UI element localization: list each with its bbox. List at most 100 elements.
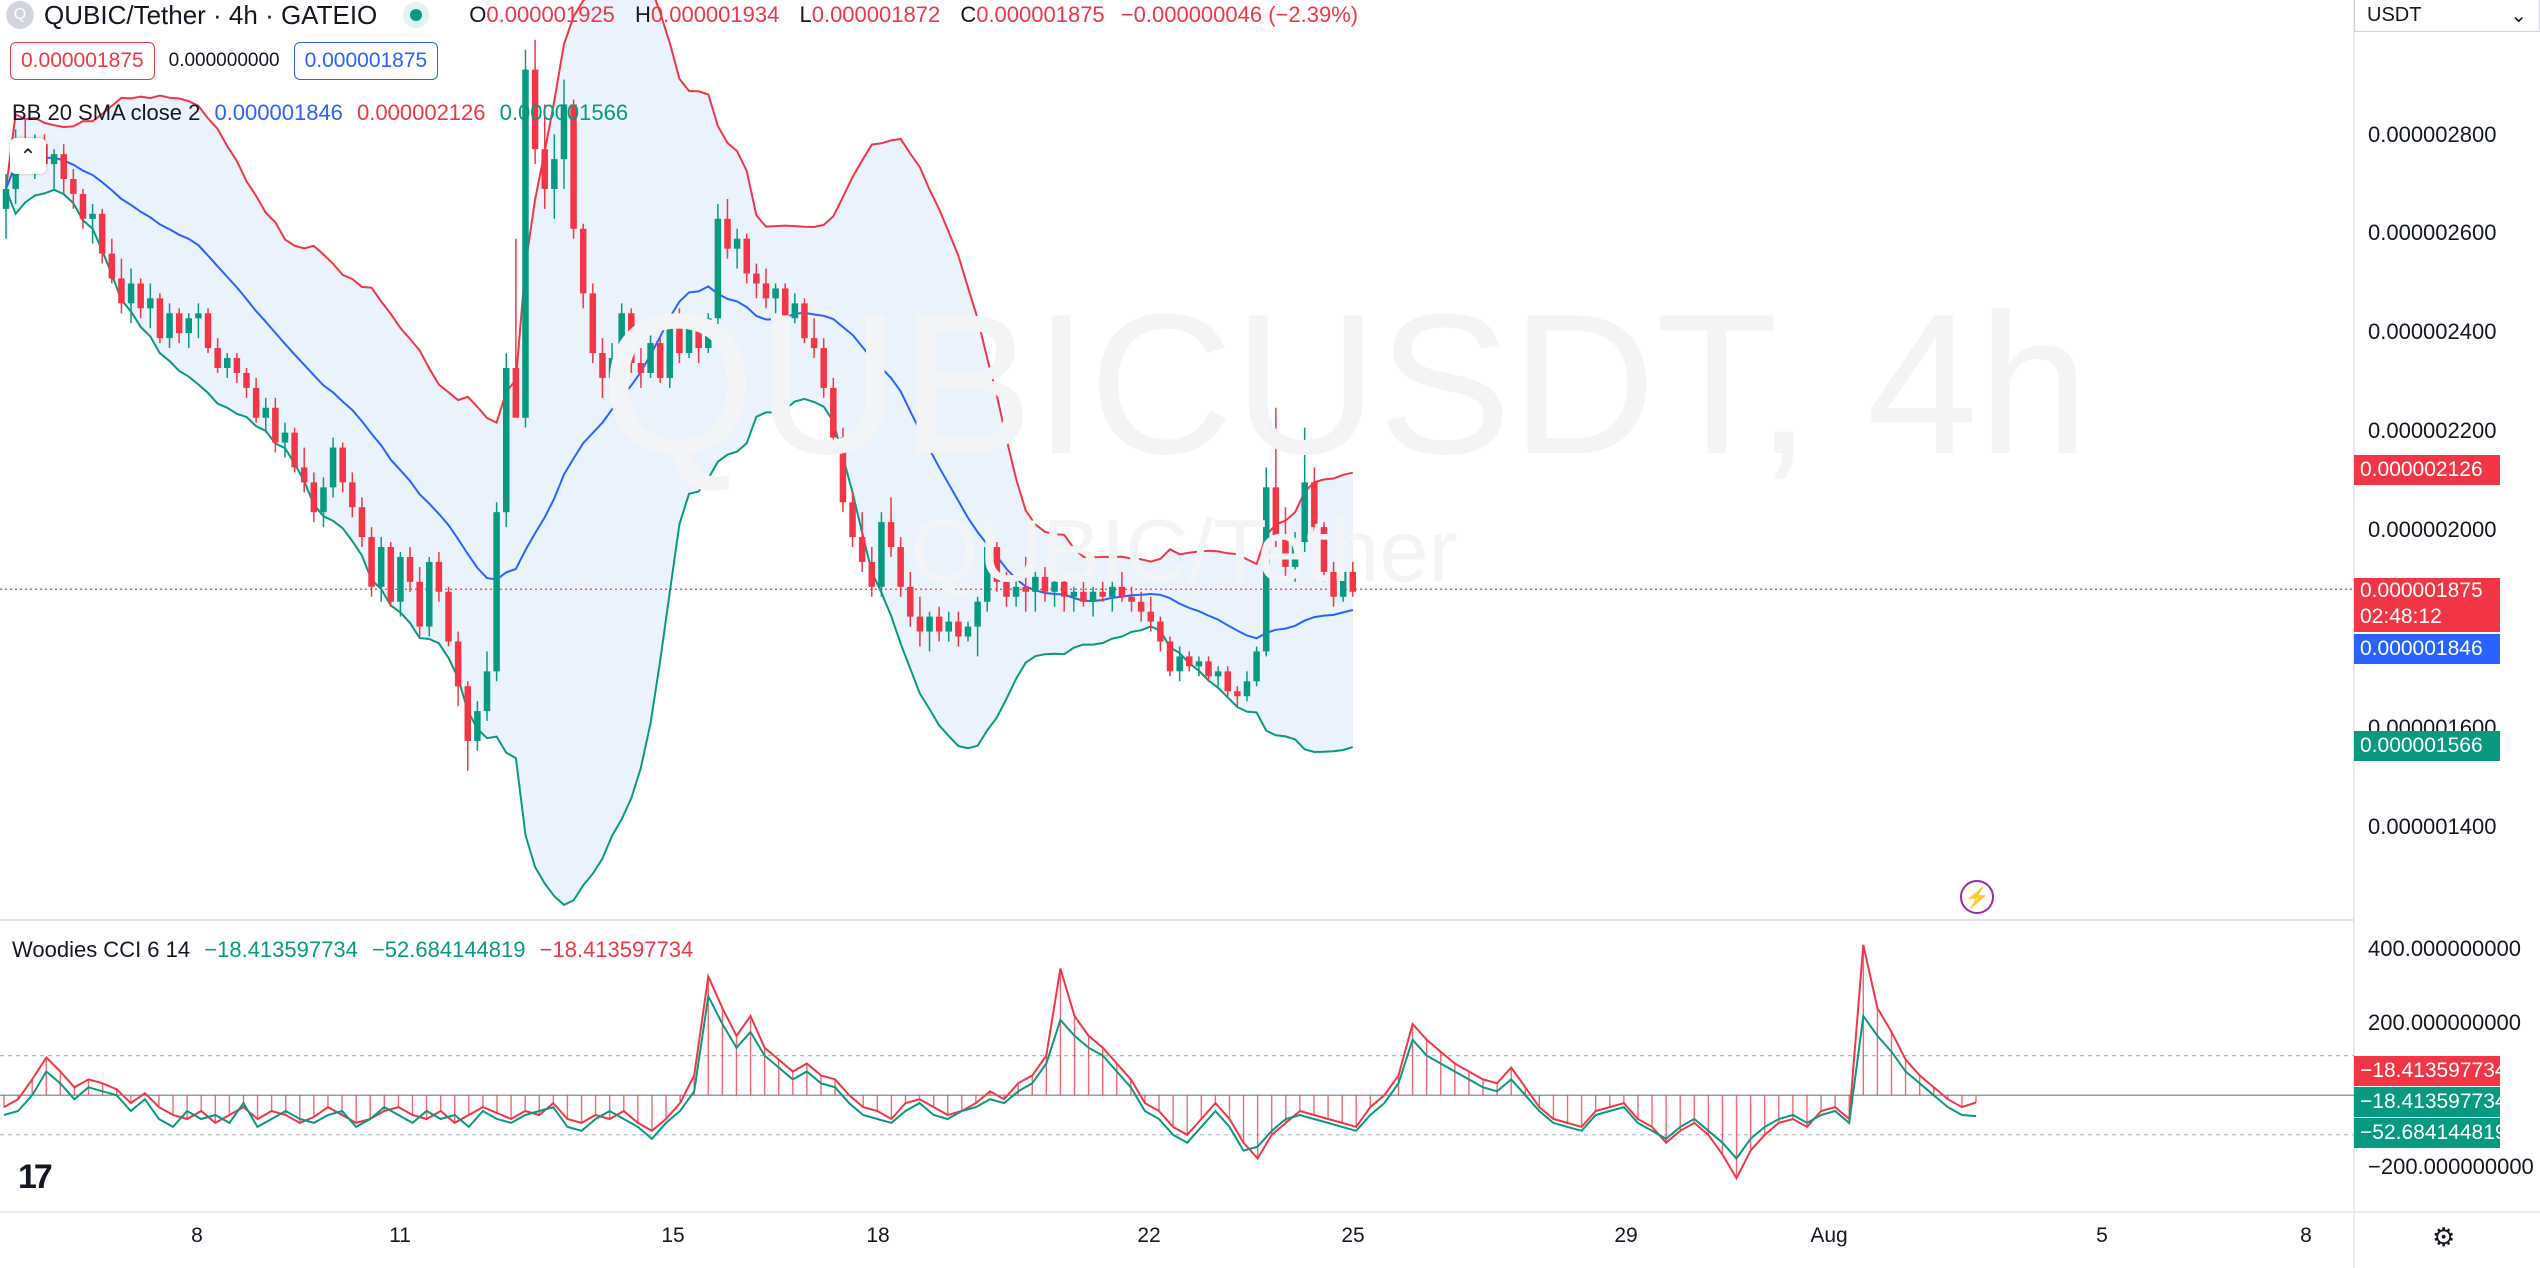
candle	[1330, 561, 1337, 607]
candle-body	[1032, 576, 1039, 592]
change-value: −0.000000046 (−2.39%)	[1120, 2, 1359, 27]
price-axis-label: 0.000002800	[2368, 122, 2497, 147]
cci-badge: −18.413597734	[2354, 1056, 2507, 1086]
candle	[1320, 522, 1328, 582]
cci-axis-label: 400.000000000	[2368, 936, 2521, 961]
candle-body	[1291, 542, 1299, 567]
symbol-title[interactable]: QUBIC/Tether · 4h · GATEIO	[44, 0, 378, 30]
last-price-value: 0.000001875	[2360, 579, 2483, 602]
candle-body	[579, 228, 587, 294]
bar-countdown: 02:48:12	[2360, 605, 2442, 628]
last-price-badge: 0.000001875 02:48:12	[2354, 578, 2500, 632]
candle-body	[705, 318, 712, 349]
candle-body	[541, 149, 548, 189]
candle-body	[272, 407, 279, 443]
candle	[522, 49, 529, 428]
candle-body	[676, 328, 683, 354]
candle	[127, 268, 135, 324]
candle-body	[445, 591, 452, 642]
candle	[329, 437, 337, 498]
cci-name: Woodies CCI 6 14	[12, 937, 191, 962]
candle	[666, 323, 674, 388]
time-axis-label: 15	[661, 1224, 685, 1247]
bb-upper-line	[5, 0, 1354, 566]
candle-body	[1089, 591, 1097, 602]
candle	[945, 611, 953, 642]
currency-selector[interactable]: USDT ⌄	[2354, 0, 2540, 32]
candle	[339, 442, 346, 493]
candle	[983, 537, 991, 612]
candle-body	[935, 616, 943, 632]
candle	[416, 566, 423, 637]
candle	[839, 427, 847, 513]
candle-body	[127, 283, 135, 304]
candle-body	[762, 283, 770, 299]
candle-body	[628, 313, 635, 364]
candle	[214, 338, 221, 373]
candle	[676, 308, 683, 364]
candle	[743, 233, 750, 284]
candle	[233, 353, 241, 383]
candle	[1099, 581, 1106, 602]
candle	[608, 343, 616, 393]
candle-body	[1099, 591, 1106, 597]
candle-body	[589, 293, 597, 354]
bb-legend[interactable]: BB 20 SMA close 2 0.000001846 0.00000212…	[12, 100, 628, 126]
candle-body	[531, 69, 539, 150]
candle-body	[637, 363, 645, 373]
candle-body	[1080, 591, 1087, 602]
candle	[1214, 666, 1222, 687]
candle	[1282, 507, 1289, 577]
bb-basis-line	[5, 155, 1354, 640]
candle	[1012, 576, 1020, 607]
candle-body	[801, 303, 808, 339]
candle	[685, 318, 693, 359]
tradingview-logo[interactable]: 17	[18, 1158, 53, 1196]
price-axis-label: 0.000002200	[2368, 418, 2497, 443]
candle	[1186, 651, 1193, 672]
candle	[955, 611, 962, 647]
candle	[358, 497, 366, 548]
candle	[1195, 656, 1203, 677]
sell-price-button[interactable]: 0.000001875	[10, 42, 155, 80]
candle-body	[907, 586, 914, 617]
name-watermark: QUBIC/Tether	[910, 501, 1458, 600]
candle-body	[502, 367, 510, 513]
chart-header: Q QUBIC/Tether · 4h · GATEIO O0.00000192…	[0, 0, 1358, 30]
candle-body	[474, 711, 481, 741]
market-open-icon[interactable]	[403, 2, 430, 28]
candle-body	[483, 671, 491, 712]
candle	[1234, 686, 1241, 707]
candle-body	[252, 387, 260, 418]
candle	[1205, 656, 1212, 682]
candle	[1118, 571, 1126, 602]
candle	[714, 203, 722, 329]
candle	[2, 174, 10, 239]
collapse-legend-button[interactable]: ⌃	[10, 138, 46, 174]
candle-body	[791, 303, 799, 319]
candle	[964, 621, 972, 642]
candle-body	[647, 343, 654, 373]
candle	[50, 149, 58, 189]
time-axis-label: Aug	[1810, 1224, 1848, 1247]
candle	[1041, 566, 1049, 602]
candle-body	[79, 193, 87, 219]
lightning-icon[interactable]: ⚡	[1960, 880, 1994, 914]
candle-body	[666, 328, 674, 378]
candle-body	[291, 432, 298, 468]
candle	[185, 313, 193, 349]
settings-icon[interactable]: ⚙	[2432, 1222, 2456, 1252]
candle-body	[406, 556, 414, 582]
candle	[849, 492, 856, 548]
candle	[897, 537, 904, 597]
candle	[108, 238, 116, 284]
cci-legend[interactable]: Woodies CCI 6 14 −18.413597734 −52.68414…	[12, 937, 693, 963]
time-axis-label: 29	[1614, 1224, 1638, 1247]
candle	[1291, 532, 1299, 582]
cci-value-1: −18.413597734	[204, 937, 358, 962]
symbol-logo-icon[interactable]: Q	[6, 1, 34, 29]
candle	[137, 278, 144, 319]
candle-body	[1060, 581, 1068, 597]
buy-price-button[interactable]: 0.000001875	[293, 42, 439, 80]
